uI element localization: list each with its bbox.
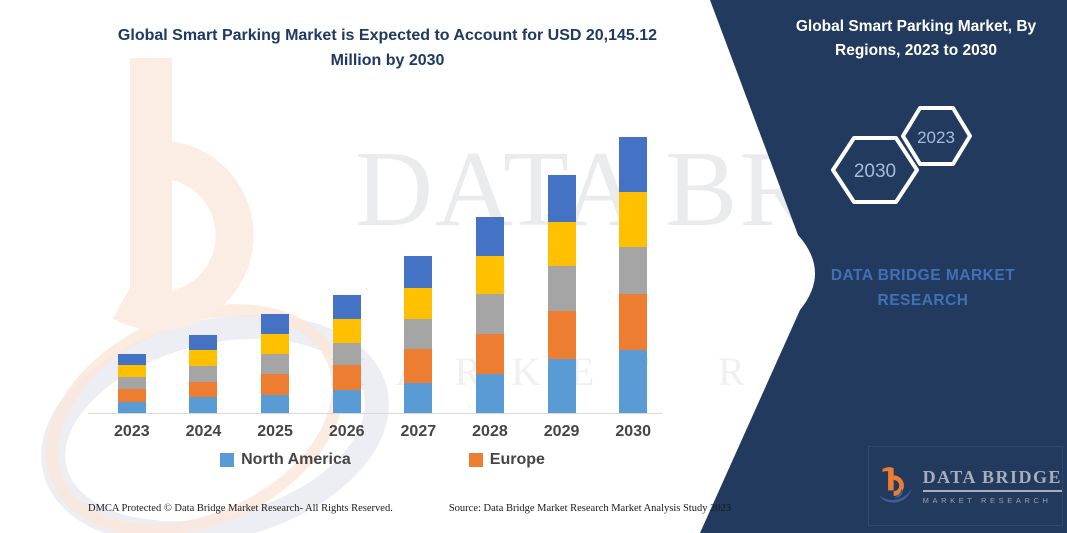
segment-unlabeled-darkblue-2023 (117, 354, 146, 366)
segment-Europe-2028 (475, 334, 504, 374)
panel-title: Global Smart Parking Market, By Regions,… (778, 15, 1054, 63)
segment-Europe-2027 (404, 348, 433, 383)
x-axis-label-2026: 2026 (328, 423, 365, 440)
segment-unlabeled-gray-2029 (547, 265, 576, 311)
chart-title-line2: Million by 2030 (330, 52, 445, 69)
brand-name-line2: RESEARCH (877, 292, 969, 309)
segment-unlabeled-darkblue-2029 (547, 174, 576, 223)
segment-North America-2027 (404, 383, 433, 413)
x-axis-label-2030: 2030 (615, 423, 651, 440)
segment-unlabeled-yellow-2030 (619, 192, 648, 248)
panel-title-line2: Regions, 2023 to 2030 (835, 42, 997, 59)
segment-Europe-2026 (332, 365, 361, 391)
stacked-bar-2029 (547, 174, 576, 413)
segment-unlabeled-gray-2030 (619, 247, 648, 294)
segment-unlabeled-yellow-2027 (404, 287, 433, 320)
footer-dmca-text: DMCA Protected © Data Bridge Market Rese… (88, 503, 393, 514)
logo-subtitle-text: MARKET RESEARCH (922, 496, 1052, 505)
legend-item-north-america: North America (220, 451, 351, 469)
brand-name-text: DATA BRIDGE MARKET RESEARCH (792, 263, 1054, 313)
x-axis-label-2023: 2023 (114, 423, 150, 440)
chart-title-line1: Global Smart Parking Market is Expected … (117, 27, 658, 44)
segment-North America-2025 (261, 394, 290, 413)
segment-unlabeled-yellow-2023 (117, 365, 146, 378)
segment-unlabeled-gray-2024 (189, 365, 218, 382)
brand-name-line1: DATA BRIDGE MARKET (830, 267, 1016, 284)
stacked-bar-2028 (475, 216, 504, 413)
segment-unlabeled-gray-2023 (117, 377, 146, 389)
panel-title-line1: Global Smart Parking Market, By (795, 18, 1037, 35)
bar-slot-2030 (597, 120, 669, 413)
stacked-bar-2027 (404, 255, 433, 413)
logo-name-text: DATA BRIDGE (922, 467, 1062, 492)
stacked-bar-2026 (332, 295, 361, 413)
segment-unlabeled-darkblue-2030 (619, 137, 648, 193)
x-axis-label-2025: 2025 (257, 423, 293, 440)
segment-unlabeled-gray-2027 (404, 319, 433, 349)
bar-slot-2024 (168, 120, 240, 413)
chart-title: Global Smart Parking Market is Expected … (90, 23, 685, 73)
segment-unlabeled-yellow-2029 (547, 222, 576, 266)
segment-North America-2028 (475, 374, 504, 413)
logo-b-bar (882, 467, 894, 491)
dbmr-logo-box: DATA BRIDGE MARKET RESEARCH (868, 446, 1063, 526)
navy-panel-shape (700, 0, 1067, 533)
x-axis-label-2028: 2028 (472, 423, 508, 440)
legend-swatch (468, 453, 483, 467)
stacked-bar-chart (96, 120, 669, 413)
legend-label: North America (241, 451, 351, 468)
bar-slot-2025 (239, 120, 311, 413)
footer-source-text: Source: Data Bridge Market Research Mark… (448, 503, 732, 514)
x-axis-label-2029: 2029 (543, 423, 580, 440)
segment-unlabeled-gray-2028 (475, 294, 504, 334)
segment-North America-2030 (619, 350, 648, 413)
segment-unlabeled-darkblue-2027 (404, 255, 433, 288)
segment-unlabeled-darkblue-2024 (189, 334, 218, 350)
stacked-bar-2024 (189, 334, 218, 413)
segment-North America-2029 (547, 359, 576, 413)
chart-legend: North America Europe (96, 451, 669, 469)
segment-unlabeled-gray-2026 (332, 342, 361, 366)
logo-swoosh (878, 488, 912, 503)
segment-unlabeled-yellow-2028 (475, 256, 504, 294)
segment-Europe-2023 (117, 388, 146, 402)
bar-slot-2027 (383, 120, 455, 413)
segment-unlabeled-darkblue-2026 (332, 295, 361, 320)
legend-item-europe: Europe (468, 451, 545, 469)
segment-unlabeled-yellow-2025 (261, 333, 290, 354)
x-axis-label-2024: 2024 (185, 423, 222, 440)
segment-Europe-2030 (619, 294, 648, 350)
segment-unlabeled-yellow-2026 (332, 319, 361, 343)
segment-North America-2023 (117, 402, 146, 413)
logo-leaf (894, 488, 903, 498)
segment-Europe-2024 (189, 381, 218, 398)
bar-slot-2029 (526, 120, 598, 413)
segment-North America-2026 (332, 390, 361, 413)
legend-label: Europe (489, 451, 545, 468)
segment-unlabeled-darkblue-2025 (261, 314, 290, 334)
stacked-bar-2030 (619, 137, 648, 413)
segment-Europe-2025 (261, 374, 290, 395)
stacked-bar-2023 (117, 354, 146, 413)
segment-Europe-2029 (547, 310, 576, 359)
bar-slot-2026 (311, 120, 383, 413)
footer: DMCA Protected © Data Bridge Market Rese… (88, 503, 731, 514)
segment-unlabeled-yellow-2024 (189, 349, 218, 366)
stacked-bar-2025 (261, 314, 290, 413)
x-axis-line (88, 413, 662, 414)
bar-slot-2023 (96, 120, 168, 413)
segment-unlabeled-gray-2025 (261, 353, 290, 375)
x-axis-labels: 2023 2024 2025 2026 2027 2028 2029 2030 (96, 423, 669, 441)
dbmr-logo-icon (878, 467, 912, 503)
bar-slot-2028 (454, 120, 526, 413)
legend-swatch (220, 453, 235, 467)
segment-unlabeled-darkblue-2028 (475, 216, 504, 257)
logo-text: DATA BRIDGE MARKET RESEARCH (922, 467, 1062, 505)
x-axis-label-2027: 2027 (400, 423, 437, 440)
segment-North America-2024 (189, 397, 218, 413)
